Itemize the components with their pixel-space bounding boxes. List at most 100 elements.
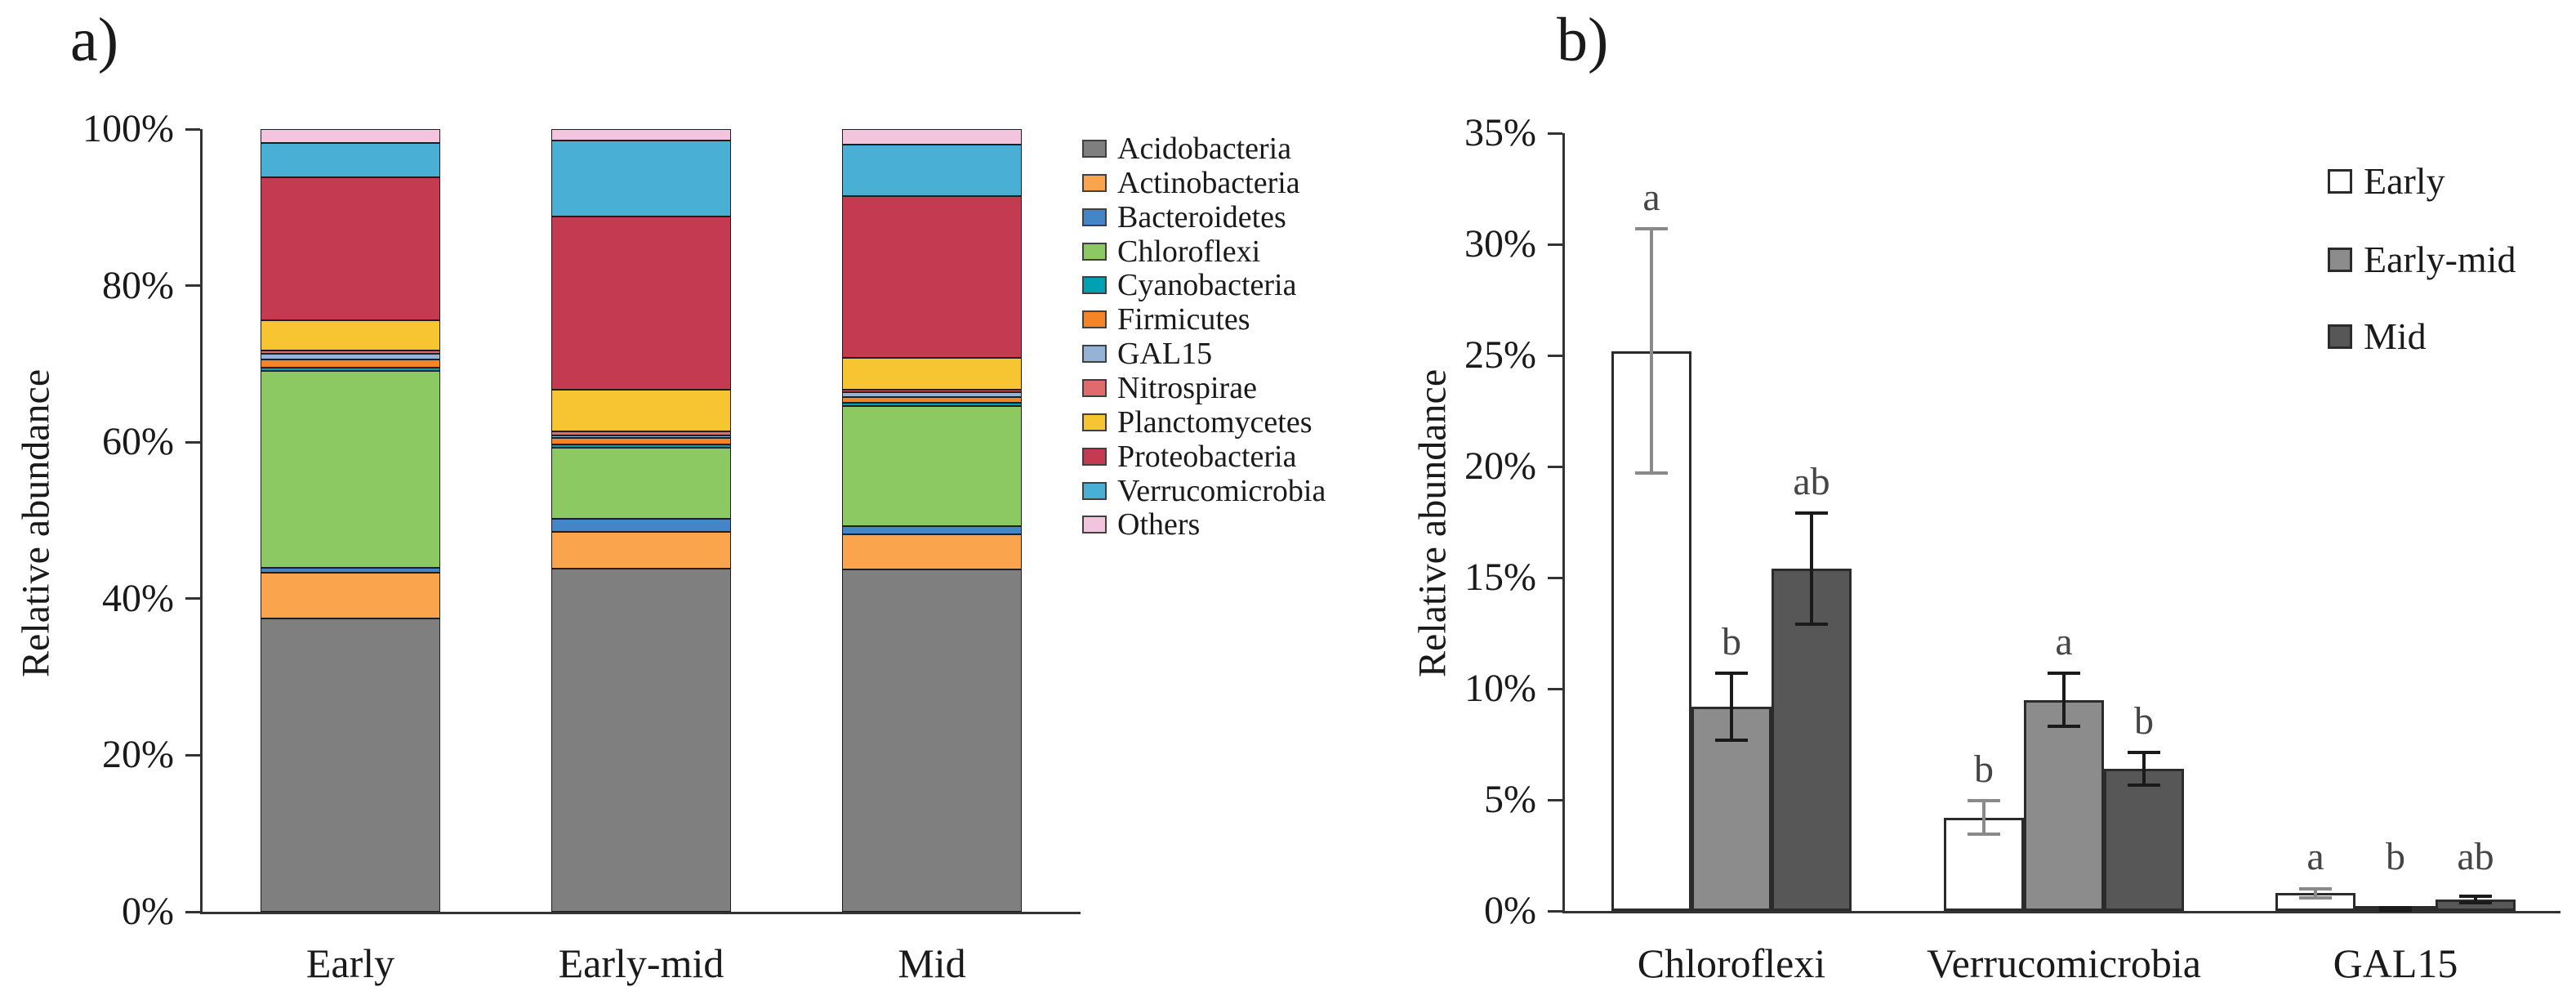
bar-verrucomicrobia-early-mid	[2024, 699, 2104, 911]
error-bar-cap	[1795, 511, 1828, 516]
x-axis-label: Chloroflexi	[1637, 940, 1826, 986]
y-tick-label: 40%	[102, 576, 174, 620]
segment-others	[551, 129, 731, 141]
segment-proteobacteria	[551, 217, 731, 391]
y-tick-mark	[1548, 243, 1562, 246]
x-axis-label: Mid	[898, 940, 966, 986]
y-tick-mark	[185, 753, 200, 757]
error-bar	[1810, 513, 1813, 625]
segment-actinobacteria	[261, 573, 440, 618]
significance-letter: b	[2134, 699, 2154, 743]
stacked-bar-mid	[842, 129, 1022, 912]
segment-nitrospirae	[261, 350, 440, 354]
y-tick-mark	[185, 284, 200, 288]
segment-proteobacteria	[261, 176, 440, 320]
legend-item-gal15: GAL15	[1082, 337, 1212, 371]
segment-gal15	[261, 353, 440, 360]
y-tick-mark	[1548, 132, 1562, 135]
y-tick-mark	[1548, 798, 1562, 801]
significance-letter: a	[2055, 619, 2073, 663]
panel-a-title: a)	[70, 6, 119, 74]
legend-swatch	[2328, 324, 2352, 349]
legend-item-acidobacteria: Acidobacteria	[1082, 132, 1291, 166]
x-axis-label: Verrucomicrobia	[1927, 940, 2201, 986]
legend-item-early-mid: Early-mid	[2328, 239, 2516, 281]
significance-letter: a	[1642, 175, 1660, 219]
segment-chloroflexi	[842, 405, 1022, 527]
y-tick-label: 0%	[1484, 889, 1536, 932]
legend-label: Actinobacteria	[1117, 165, 1300, 200]
error-bar-cap	[2459, 895, 2492, 899]
significance-letter: b	[2386, 835, 2405, 878]
legend-item-nitrospirae: Nitrospirae	[1082, 371, 1257, 405]
error-bar-cap	[2048, 725, 2080, 729]
segment-bacteroidetes	[842, 526, 1022, 534]
error-bar-cap	[1715, 738, 1748, 742]
legend-item-bacteroidetes: Bacteroidetes	[1082, 200, 1286, 234]
error-bar-cap	[2379, 908, 2412, 912]
stacked-bar-early-mid	[551, 129, 731, 912]
x-axis-label: Early	[305, 940, 395, 986]
segment-bacteroidetes	[261, 567, 440, 574]
error-bar-cap	[1635, 226, 1668, 230]
legend-label: Verrucomicrobia	[1117, 473, 1326, 508]
segment-cyanobacteria	[261, 367, 440, 371]
legend-swatch	[1082, 481, 1107, 500]
panel-b-title: b)	[1557, 6, 1609, 74]
significance-letter: ab	[2457, 835, 2494, 878]
segment-nitrospirae	[842, 389, 1022, 393]
error-bar-cap	[1968, 799, 2000, 803]
legend-swatch	[1082, 310, 1107, 329]
legend-swatch	[1082, 378, 1107, 397]
error-bar-cap	[1635, 471, 1668, 475]
y-tick-label: 20%	[102, 733, 174, 777]
y-tick-mark	[1548, 354, 1562, 357]
segment-acidobacteria	[842, 569, 1022, 912]
significance-letter: a	[2306, 835, 2324, 878]
segment-actinobacteria	[842, 533, 1022, 569]
legend-swatch	[1082, 276, 1107, 295]
segment-chloroflexi	[261, 370, 440, 568]
segment-verrucomicrobia	[261, 143, 440, 177]
legend-item-firmicutes: Firmicutes	[1082, 302, 1250, 337]
segment-gal15	[551, 435, 731, 439]
y-tick-mark	[185, 127, 200, 131]
legend-label: Bacteroidetes	[1117, 199, 1286, 234]
legend-swatch	[2328, 169, 2352, 194]
error-bar-cap	[2048, 671, 2080, 675]
legend-label: Chloroflexi	[1117, 234, 1261, 269]
legend-swatch	[1082, 140, 1107, 158]
y-tick-mark	[185, 910, 200, 913]
segment-firmicutes	[842, 397, 1022, 403]
y-tick-label: 100%	[82, 107, 174, 150]
y-tick-mark	[1548, 576, 1562, 579]
legend-label: Firmicutes	[1117, 302, 1250, 337]
segment-proteobacteria	[842, 196, 1022, 358]
y-tick-label: 20%	[1464, 444, 1536, 488]
legend-item-early: Early	[2328, 160, 2445, 203]
error-bar-cap	[1968, 833, 2000, 837]
significance-letter: ab	[1793, 460, 1830, 504]
legend-item-chloroflexi: Chloroflexi	[1082, 234, 1260, 269]
error-bar-cap	[1795, 623, 1828, 627]
error-bar-cap	[2299, 886, 2332, 891]
legend-swatch	[1082, 516, 1107, 534]
legend-label: Cyanobacteria	[1117, 268, 1297, 303]
segment-acidobacteria	[551, 568, 731, 912]
error-bar	[2474, 896, 2477, 904]
error-bar-cap	[2459, 901, 2492, 905]
legend-swatch	[1082, 447, 1107, 466]
y-tick-mark	[185, 597, 200, 600]
error-bar	[1730, 672, 1733, 740]
legend-swatch	[1082, 208, 1107, 226]
segment-firmicutes	[261, 359, 440, 368]
error-bar	[2062, 672, 2066, 727]
y-tick-mark	[1548, 687, 1562, 690]
significance-letter: b	[1974, 748, 1994, 792]
legend-label: Acidobacteria	[1117, 132, 1292, 166]
segment-actinobacteria	[551, 531, 731, 569]
error-bar-cap	[2379, 905, 2412, 909]
significance-letter: b	[1722, 619, 1741, 663]
segment-verrucomicrobia	[551, 141, 731, 217]
